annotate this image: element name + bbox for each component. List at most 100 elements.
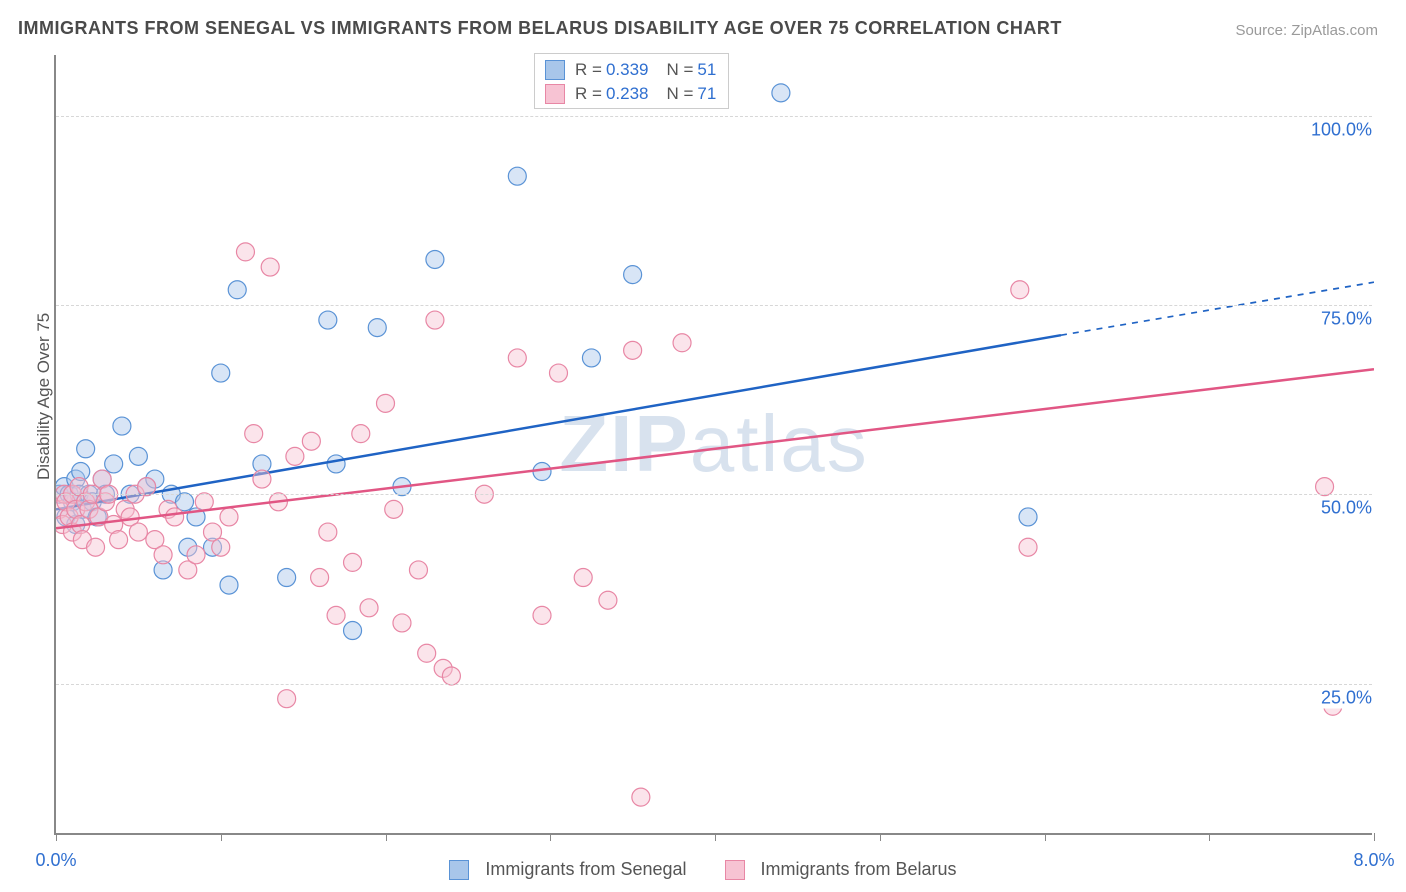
scatter-point-senegal [113,417,131,435]
scatter-point-belarus [253,470,271,488]
scatter-point-belarus [286,447,304,465]
scatter-point-belarus [236,243,254,261]
bottom-legend-item: Immigrants from Belarus [725,859,957,880]
y-tick-label: 75.0% [1317,308,1376,329]
legend-n-label: N = [666,82,693,106]
x-tick [715,833,716,841]
scatter-point-senegal [508,167,526,185]
legend-n-value: 51 [697,58,716,82]
chart-title: IMMIGRANTS FROM SENEGAL VS IMMIGRANTS FR… [18,18,1062,39]
legend-swatch-icon [449,860,469,880]
x-tick [1045,833,1046,841]
scatter-point-senegal [624,266,642,284]
gridline [56,494,1372,495]
y-axis-label: Disability Age Over 75 [34,313,54,480]
scatter-point-senegal [278,569,296,587]
scatter-point-belarus [624,341,642,359]
scatter-point-senegal [772,84,790,102]
scatter-point-belarus [574,569,592,587]
bottom-legend-label: Immigrants from Senegal [485,859,686,880]
scatter-point-senegal [1019,508,1037,526]
scatter-point-belarus [87,538,105,556]
scatter-point-belarus [1011,281,1029,299]
plot-svg [56,55,1374,835]
scatter-point-senegal [582,349,600,367]
scatter-point-belarus [599,591,617,609]
plot-region: ZIPatlas 25.0%50.0%75.0%100.0%0.0%8.0% [54,55,1372,835]
x-tick [1209,833,1210,841]
stats-legend-row-belarus: R = 0.238 N = 71 [545,82,716,106]
bottom-legend: Immigrants from Senegal Immigrants from B… [0,859,1406,880]
y-tick-label: 25.0% [1317,687,1376,708]
bottom-legend-label: Immigrants from Belarus [761,859,957,880]
stats-legend-row-senegal: R = 0.339 N = 51 [545,58,716,82]
scatter-point-belarus [673,334,691,352]
scatter-point-senegal [77,440,95,458]
scatter-point-belarus [377,394,395,412]
scatter-point-senegal [426,250,444,268]
gridline [56,116,1372,117]
scatter-point-belarus [245,425,263,443]
y-tick-label: 50.0% [1317,498,1376,519]
legend-swatch-icon [545,84,565,104]
legend-r-value: 0.339 [606,58,649,82]
scatter-point-belarus [533,606,551,624]
gridline [56,305,1372,306]
scatter-point-belarus [278,690,296,708]
scatter-point-belarus [632,788,650,806]
y-tick-label: 100.0% [1307,119,1376,140]
scatter-point-belarus [187,546,205,564]
scatter-point-senegal [220,576,238,594]
scatter-point-belarus [1019,538,1037,556]
scatter-point-senegal [105,455,123,473]
source-attribution: Source: ZipAtlas.com [1235,22,1378,39]
scatter-point-belarus [549,364,567,382]
x-tick [56,833,57,841]
stats-legend: R = 0.339 N = 51 R = 0.238 N = 71 [534,53,729,109]
scatter-point-belarus [385,500,403,518]
scatter-point-belarus [418,644,436,662]
gridline [56,684,1372,685]
scatter-point-belarus [352,425,370,443]
scatter-point-belarus [1316,478,1334,496]
x-tick [386,833,387,841]
legend-n-label: N = [666,58,693,82]
bottom-legend-item: Immigrants from Senegal [449,859,686,880]
legend-swatch-icon [725,860,745,880]
chart-area: ZIPatlas 25.0%50.0%75.0%100.0%0.0%8.0% R… [54,55,1372,835]
scatter-point-belarus [426,311,444,329]
legend-r-label: R = [575,82,602,106]
scatter-point-senegal [327,455,345,473]
scatter-point-senegal [129,447,147,465]
scatter-point-senegal [344,622,362,640]
scatter-point-belarus [261,258,279,276]
x-tick [221,833,222,841]
scatter-point-belarus [154,546,172,564]
trend-line-senegal [56,335,1061,509]
scatter-point-belarus [319,523,337,541]
scatter-point-belarus [344,553,362,571]
legend-swatch-icon [545,60,565,80]
scatter-point-senegal [368,319,386,337]
scatter-point-belarus [442,667,460,685]
legend-n-value: 71 [697,82,716,106]
scatter-point-belarus [110,531,128,549]
scatter-point-belarus [360,599,378,617]
scatter-point-belarus [166,508,184,526]
scatter-point-belarus [195,493,213,511]
legend-r-label: R = [575,58,602,82]
scatter-point-senegal [212,364,230,382]
scatter-point-belarus [220,508,238,526]
scatter-point-senegal [228,281,246,299]
scatter-point-senegal [319,311,337,329]
scatter-point-belarus [138,478,156,496]
scatter-point-belarus [311,569,329,587]
scatter-point-belarus [508,349,526,367]
x-tick [880,833,881,841]
x-tick [550,833,551,841]
trend-line-belarus [56,369,1374,528]
scatter-point-belarus [393,614,411,632]
x-tick [1374,833,1375,841]
scatter-point-belarus [302,432,320,450]
legend-r-value: 0.238 [606,82,649,106]
